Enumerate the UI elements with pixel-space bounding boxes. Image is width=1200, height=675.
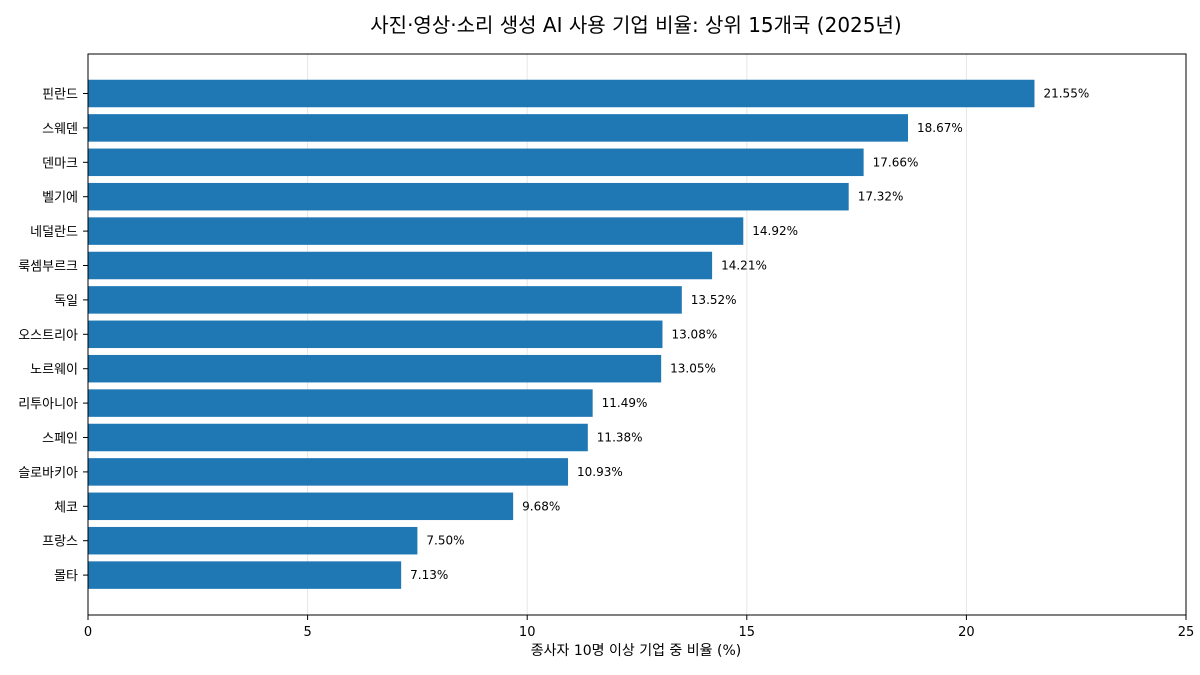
y-tick-label: 프랑스 — [42, 535, 78, 550]
y-tick-label: 오스트리아 — [18, 328, 78, 343]
bar-value-label: 13.08% — [671, 327, 717, 341]
x-axis-label: 종사자 10명 이상 기업 중 비율 (%) — [531, 643, 741, 659]
x-axis: 0 5 10 15 20 25 — [84, 615, 1194, 640]
y-axis: 핀란드스웨덴덴마크벨기에네덜란드룩셈부르크독일오스트리아노르웨이리투아니아스페인… — [18, 88, 88, 584]
bar — [88, 182, 849, 211]
x-tick-label: 25 — [1178, 625, 1195, 640]
y-tick-label: 네덜란드 — [30, 225, 78, 240]
bar-value-label: 14.92% — [752, 224, 798, 238]
bar — [88, 114, 908, 142]
bar — [88, 148, 864, 177]
y-tick-label: 체코 — [54, 500, 78, 515]
bar — [88, 286, 682, 314]
bar-value-label: 11.49% — [602, 396, 648, 410]
bar — [88, 492, 514, 521]
bar-value-label: 18.67% — [917, 121, 963, 135]
y-tick-label: 덴마크 — [42, 156, 78, 171]
bar-value-label: 17.66% — [873, 155, 919, 169]
bar-value-label: 7.50% — [426, 534, 464, 548]
bar-value-label: 10.93% — [577, 465, 623, 479]
bar-value-label: 21.55% — [1043, 87, 1089, 101]
y-tick-label: 노르웨이 — [30, 363, 78, 378]
bars: 21.55% 18.67% 17.66% 17.32% 14.92% 14.21% 13.5… — [88, 79, 1089, 589]
bar — [88, 217, 744, 245]
bar — [88, 354, 662, 383]
chart-title: 사진·영상·소리 생성 AI 사용 기업 비율: 상위 15개국 (2025년) — [370, 13, 901, 37]
y-tick-label: 슬로바키아 — [18, 466, 78, 481]
y-tick-label: 독일 — [54, 294, 78, 309]
y-tick-label: 스웨덴 — [42, 122, 78, 137]
y-tick-label: 몰타 — [54, 569, 78, 584]
y-tick-label: 핀란드 — [42, 88, 78, 103]
y-tick-label: 스페인 — [42, 432, 78, 447]
x-tick-label: 0 — [84, 625, 92, 640]
bar — [88, 389, 593, 417]
x-tick-label: 20 — [958, 625, 975, 640]
bar — [88, 458, 569, 486]
bar-value-label: 13.52% — [691, 293, 737, 307]
bar — [88, 251, 713, 280]
bar-value-label: 7.13% — [410, 568, 448, 582]
x-tick-label: 5 — [303, 625, 311, 640]
bar-value-label: 11.38% — [597, 431, 643, 445]
x-tick-label: 10 — [519, 625, 536, 640]
bar-value-label: 9.68% — [522, 499, 560, 513]
bar-value-label: 14.21% — [721, 259, 767, 273]
bar — [88, 561, 402, 589]
y-tick-label: 리투아니아 — [18, 397, 78, 412]
bar-value-label: 13.05% — [670, 362, 716, 376]
bar-value-label: 17.32% — [858, 190, 904, 204]
bar — [88, 423, 588, 452]
y-tick-label: 룩셈부르크 — [18, 260, 78, 275]
bar — [88, 526, 418, 555]
bar — [88, 320, 663, 349]
y-tick-label: 벨기에 — [42, 191, 78, 206]
x-tick-label: 15 — [739, 625, 756, 640]
bar — [88, 79, 1035, 108]
